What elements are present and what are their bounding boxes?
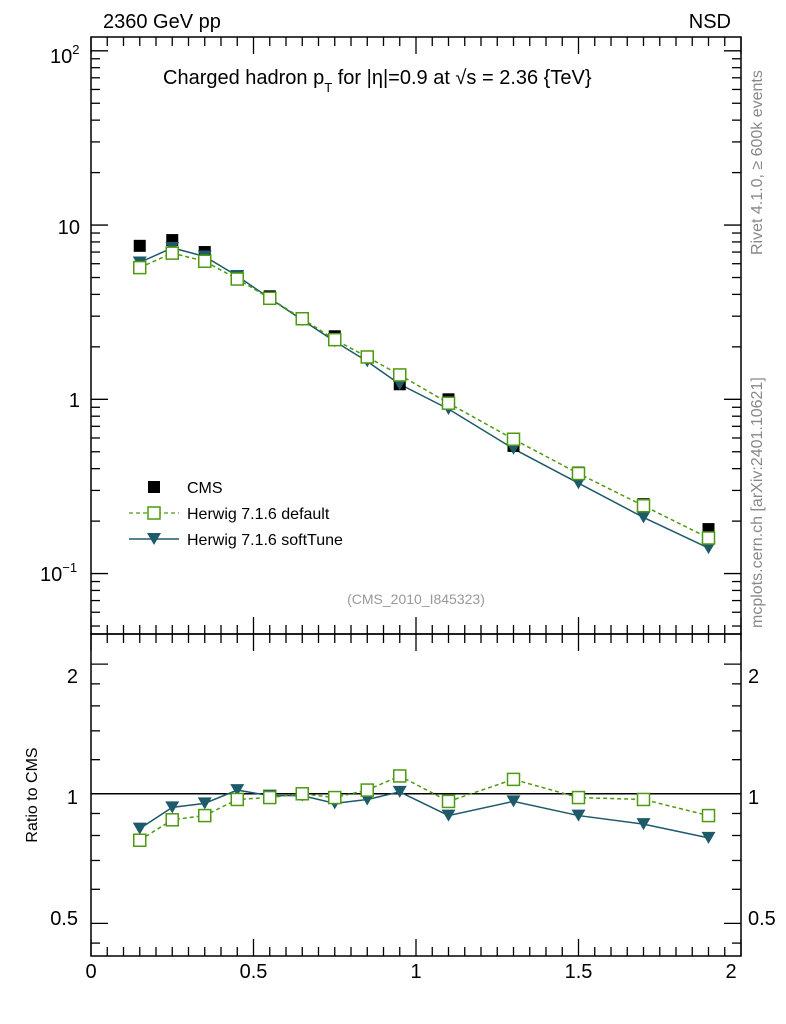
ratio-default-point — [133, 833, 147, 847]
ratio-default-point — [571, 790, 586, 805]
ratio-default-point — [701, 808, 716, 823]
ratio-default-point — [230, 792, 244, 807]
x-tick-label-0.5: 0.5 — [240, 961, 268, 983]
default-point — [360, 350, 374, 364]
legend-cms-label: CMS — [187, 480, 223, 497]
default-point — [393, 368, 407, 382]
legend-default-marker — [147, 506, 161, 520]
legend-softtune-label: Herwig 7.1.6 softTune — [187, 532, 343, 549]
default-point — [133, 260, 147, 275]
ratio-y-label: Ratio to CMS — [24, 747, 41, 842]
cms-data-point — [133, 239, 146, 252]
ratio-default-point — [263, 790, 277, 805]
ratio-y-tick-2-right: 2 — [748, 666, 759, 688]
rivet-version-text: Rivet 4.1.0, ≥ 600k events — [749, 70, 766, 255]
legend-default-label: Herwig 7.1.6 default — [187, 506, 330, 523]
ratio-default-point — [636, 792, 651, 807]
ratio-default-point — [328, 790, 342, 805]
ratio-softtune-point — [197, 797, 212, 810]
softtune-point — [636, 511, 651, 524]
y-tick-label-100: 102 — [50, 42, 79, 68]
default-point — [701, 531, 716, 545]
main-plot-ticks — [90, 37, 742, 634]
y-tick-label-1: 1 — [69, 390, 80, 412]
ratio-softtune-point — [165, 801, 180, 814]
ratio-y-tick-1-left: 1 — [67, 787, 78, 809]
default-point — [165, 246, 179, 260]
ratio-series-layer — [132, 769, 716, 847]
legend: CMS Herwig 7.1.6 default Herwig 7.1.6 so… — [129, 480, 343, 549]
analysis-id: (CMS_2010_I845323) — [347, 591, 485, 607]
legend-softtune-marker — [147, 533, 161, 545]
default-point — [328, 332, 342, 347]
header-left: 2360 GeV pp — [103, 11, 221, 33]
default-point — [230, 272, 244, 286]
default-point — [506, 432, 521, 446]
ratio-default-point — [198, 808, 212, 823]
ratio-default-point — [360, 783, 374, 797]
ratio-y-tick-1-right: 1 — [748, 787, 759, 809]
mcplots-text: mcplots.cern.ch [arXiv:2401.10621] — [749, 377, 766, 628]
ratio-softtune-point — [701, 831, 716, 844]
y-tick-label-0.1: 10−1 — [40, 560, 77, 586]
ratio-default-point — [393, 769, 407, 783]
x-tick-label-1: 1 — [410, 961, 421, 983]
ratio-default-line — [139, 775, 709, 841]
ratio-softtune-point — [230, 784, 245, 797]
default-point — [263, 291, 277, 306]
ratio-softtune-point — [571, 809, 586, 822]
default-point — [198, 254, 212, 268]
header-right: NSD — [689, 11, 731, 33]
default-point — [295, 311, 309, 326]
softtune-line — [139, 247, 709, 549]
main-series-layer — [132, 234, 716, 555]
y-tick-label-10: 10 — [58, 217, 80, 239]
x-tick-label-2: 2 — [725, 961, 736, 983]
ratio-softtune-line — [139, 789, 709, 839]
default-point — [636, 499, 651, 513]
title-part1: Charged hadron p — [163, 67, 324, 89]
ratio-default-point — [506, 772, 521, 787]
ratio-softtune-point — [132, 822, 147, 835]
main-title: Charged hadron pT for |η|=0.9 at √s = 2.… — [163, 67, 592, 95]
title-subscript: T — [324, 80, 332, 95]
x-tick-label-1.5: 1.5 — [565, 961, 593, 983]
ratio-default-point — [441, 794, 456, 809]
ratio-softtune-point — [441, 809, 456, 822]
ratio-default-point — [295, 787, 309, 801]
ratio-y-tick-2-left: 2 — [67, 666, 78, 688]
default-point — [571, 466, 586, 481]
default-line — [139, 252, 709, 539]
ratio-default-point — [165, 813, 179, 827]
legend-cms-marker — [148, 481, 160, 493]
softtune-point — [701, 542, 716, 555]
ratio-softtune-point — [636, 818, 651, 831]
ratio-y-tick-0.5-left: 0.5 — [50, 908, 78, 930]
ratio-y-tick-0.5-right: 0.5 — [748, 908, 776, 930]
ratio-softtune-point — [506, 795, 521, 808]
default-point — [441, 396, 456, 410]
ratio-softtune-point — [392, 785, 407, 798]
x-tick-label-0: 0 — [85, 961, 96, 983]
title-part2: for |η|=0.9 at √s = 2.36 {TeV} — [332, 67, 592, 89]
